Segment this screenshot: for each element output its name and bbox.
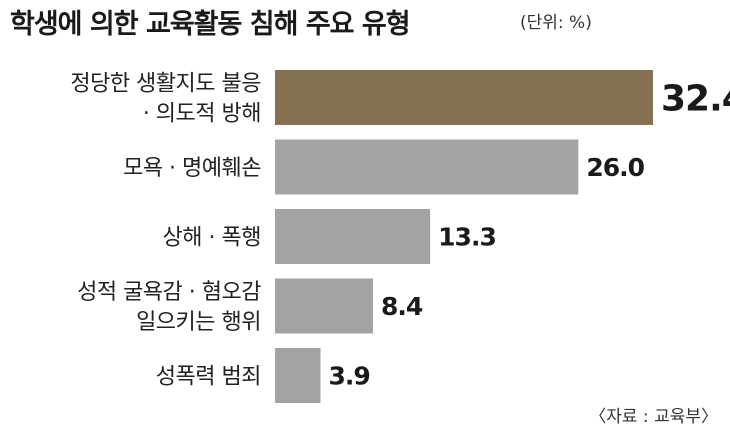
category-label-4-line-0: 성폭력 범죄	[156, 365, 261, 390]
value-label-3: 8.4	[381, 292, 423, 321]
category-label-3-line-0: 성적 굴욕감 · 혐오감	[77, 280, 261, 305]
category-label-0-line-0: 정당한 생활지도 불응	[70, 72, 261, 97]
value-label-2: 13.3	[438, 223, 496, 252]
value-label-0: 32.4	[661, 79, 730, 120]
chart-title: 학생에 의한 교육활동 침해 주요 유형	[10, 9, 411, 40]
unit-label: (단위: %)	[520, 13, 592, 33]
bar-2	[275, 209, 431, 264]
source-note: 〈자료 : 교육부〉	[589, 407, 718, 427]
bar-0	[275, 70, 653, 125]
bar-4	[275, 348, 321, 403]
category-label-3-line-1: 일으키는 행위	[136, 310, 261, 335]
category-label-0-line-1: · 의도적 방해	[143, 102, 261, 127]
bar-1	[275, 139, 579, 195]
value-label-1: 26.0	[586, 153, 644, 182]
category-label-1-line-0: 모욕 · 명예훼손	[123, 156, 261, 181]
bar-3	[275, 278, 373, 334]
category-label-2-line-0: 상해 · 폭행	[163, 226, 261, 251]
value-label-4: 3.9	[329, 362, 370, 391]
